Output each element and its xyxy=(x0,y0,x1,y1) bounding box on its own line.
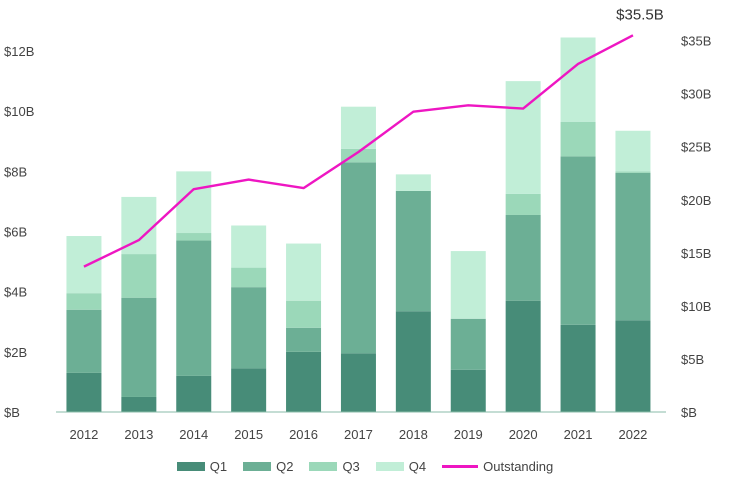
bar-q3-2013 xyxy=(121,254,157,298)
bar-q3-2012 xyxy=(66,293,102,310)
bar-q4-2021 xyxy=(560,37,596,122)
bar-q1-2022 xyxy=(615,320,651,412)
bar-q2-2022 xyxy=(615,172,651,321)
outstanding-line-layer xyxy=(83,34,634,268)
legend-swatch-q2 xyxy=(243,462,272,471)
legend-item-q3: Q3 xyxy=(309,459,360,474)
legend-label-q1: Q1 xyxy=(209,459,228,474)
outstanding-annotation: $35.5B xyxy=(616,6,664,23)
bar-q1-2019 xyxy=(450,369,486,412)
bars xyxy=(66,37,651,412)
bar-q1-2021 xyxy=(560,324,596,412)
x-tick-2014: 2014 xyxy=(179,427,208,442)
x-tick-2016: 2016 xyxy=(289,427,318,442)
bar-q3-2020 xyxy=(505,193,541,215)
bar-q2-2012 xyxy=(66,309,102,373)
y-left-tick-5: $10B xyxy=(4,104,34,119)
y-left-tick-0: $B xyxy=(4,405,20,420)
x-tick-2022: 2022 xyxy=(618,427,647,442)
legend-swatch-outstanding xyxy=(442,465,479,468)
bar-q4-2014 xyxy=(176,171,212,234)
y-right-tick-7: $35B xyxy=(681,34,711,49)
y-right-tick-3: $15B xyxy=(681,246,711,261)
legend-item-q4: Q4 xyxy=(375,459,427,474)
bar-q4-2022 xyxy=(615,130,651,172)
x-tick-2012: 2012 xyxy=(69,427,98,442)
legend-item-outstanding: Outstanding xyxy=(442,459,553,474)
bar-q4-2017 xyxy=(340,106,376,149)
bar-q3-2022 xyxy=(615,171,651,173)
bar-q2-2013 xyxy=(121,297,157,397)
bar-q4-2019 xyxy=(450,251,486,319)
y-left-tick-1: $2B xyxy=(4,345,27,360)
bar-q4-2016 xyxy=(286,243,322,301)
bar-q2-2021 xyxy=(560,156,596,325)
y-right-tick-4: $20B xyxy=(681,193,711,208)
bar-q4-2012 xyxy=(66,236,102,294)
bar-q2-2018 xyxy=(395,190,431,312)
y-right-tick-0: $B xyxy=(681,405,697,420)
bar-q2-2019 xyxy=(450,318,486,370)
bar-q2-2015 xyxy=(231,287,267,369)
x-tick-2017: 2017 xyxy=(344,427,373,442)
legend-item-q2: Q2 xyxy=(243,459,293,474)
bar-q1-2017 xyxy=(340,353,376,412)
x-tick-2020: 2020 xyxy=(509,427,538,442)
x-tick-2021: 2021 xyxy=(564,427,593,442)
bar-q2-2017 xyxy=(340,162,376,354)
bar-q3-2021 xyxy=(560,121,596,157)
y-left-tick-4: $8B xyxy=(4,164,27,179)
bar-q1-2020 xyxy=(505,300,541,412)
bar-q3-2015 xyxy=(231,267,267,288)
bar-q2-2016 xyxy=(286,327,322,352)
bar-q1-2016 xyxy=(286,351,322,412)
y-left-tick-3: $6B xyxy=(4,225,27,240)
legend-swatch-q1 xyxy=(176,462,205,471)
legend-swatch-q4 xyxy=(375,462,404,471)
legend-label-q2: Q2 xyxy=(276,459,294,474)
bar-q3-2014 xyxy=(176,233,212,241)
y-left-tick-2: $4B xyxy=(4,285,27,300)
bar-q1-2012 xyxy=(66,372,102,412)
bar-q1-2018 xyxy=(395,311,431,412)
y-right-tick-2: $10B xyxy=(681,299,711,314)
y-right-tick-5: $25B xyxy=(681,140,711,155)
x-tick-2018: 2018 xyxy=(399,427,428,442)
x-tick-2013: 2013 xyxy=(124,427,153,442)
legend-label-q4: Q4 xyxy=(408,459,427,474)
x-tick-2015: 2015 xyxy=(234,427,263,442)
x-tick-2019: 2019 xyxy=(454,427,483,442)
y-right-tick-1: $5B xyxy=(681,352,704,367)
bar-q4-2015 xyxy=(231,225,267,268)
bar-q1-2015 xyxy=(231,368,267,412)
legend: Q1 Q2 Q3 Q4 Outstanding xyxy=(0,459,730,474)
y-left-tick-labels: $B $2B $4B $6B $8B $10B $12B xyxy=(4,44,34,420)
legend-label-q3: Q3 xyxy=(342,459,360,474)
legend-item-q1: Q1 xyxy=(176,459,228,474)
legend-swatch-q3 xyxy=(309,462,338,471)
bar-q3-2016 xyxy=(286,300,322,328)
y-right-tick-labels: $B $5B $10B $15B $20B $25B $30B $35B xyxy=(681,34,711,420)
legend-label-outstanding: Outstanding xyxy=(483,459,554,474)
bar-q4-2018 xyxy=(395,174,431,191)
y-right-tick-6: $30B xyxy=(681,87,711,102)
bar-q2-2020 xyxy=(505,214,541,301)
x-tick-labels: 2012 2013 2014 2015 2016 2017 2018 2019 2020 2021… xyxy=(69,427,647,442)
y-left-tick-6: $12B xyxy=(4,44,34,59)
bar-q1-2013 xyxy=(121,396,157,412)
bar-q1-2014 xyxy=(176,375,212,412)
bar-q2-2014 xyxy=(176,240,212,376)
